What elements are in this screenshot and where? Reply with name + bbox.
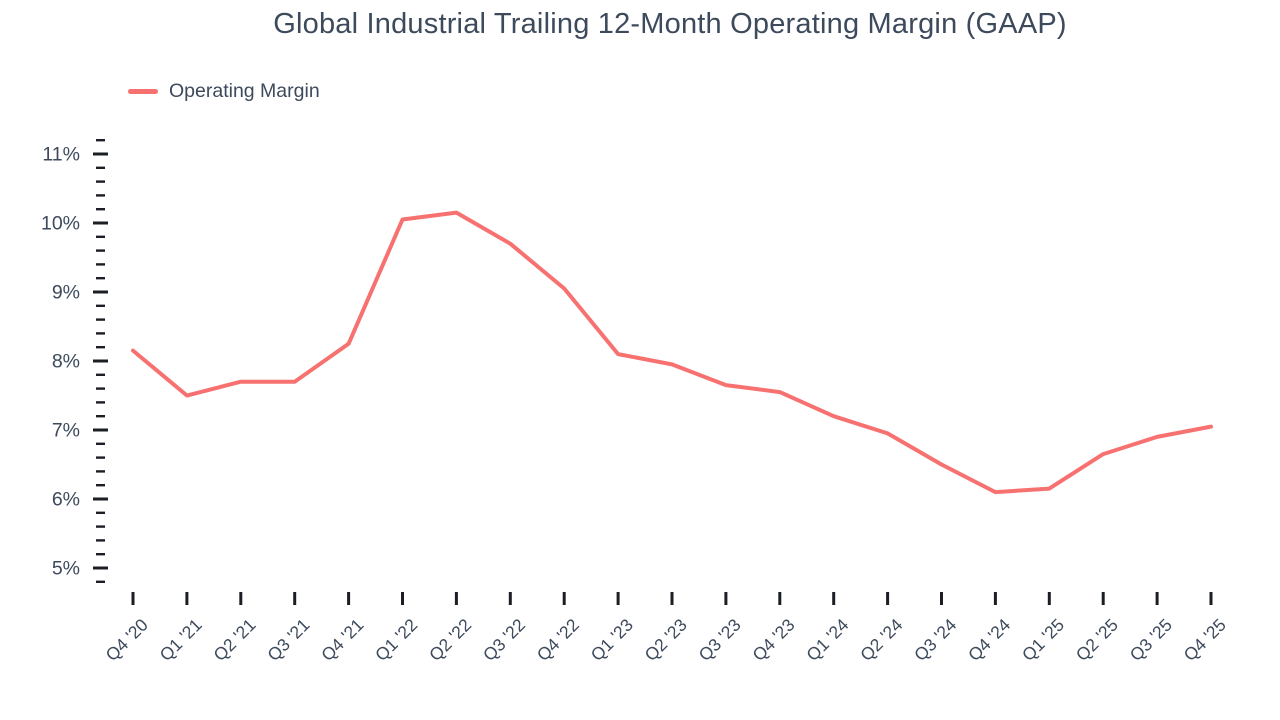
x-axis-label: Q4 '24 xyxy=(964,614,1014,664)
legend: Operating Margin xyxy=(128,80,320,103)
x-axis-label: Q1 '21 xyxy=(156,615,206,665)
x-axis-label: Q2 '25 xyxy=(1072,615,1122,665)
x-axis-label: Q2 '22 xyxy=(425,615,475,665)
y-axis-label: 5% xyxy=(52,558,80,580)
chart-title: Global Industrial Trailing 12-Month Oper… xyxy=(273,8,1067,40)
x-axis-label: Q2 '21 xyxy=(209,615,259,665)
x-axis-label: Q1 '22 xyxy=(371,615,421,665)
x-axis-label: Q4 '21 xyxy=(317,615,367,665)
x-axis-label: Q3 '24 xyxy=(910,614,960,664)
x-axis-label: Q3 '25 xyxy=(1126,615,1176,665)
x-axis-label: Q3 '23 xyxy=(695,615,745,665)
x-axis-label: Q3 '22 xyxy=(479,615,529,665)
y-axis-label: 7% xyxy=(52,420,80,442)
x-axis-label: Q4 '22 xyxy=(533,615,583,665)
x-axis-label: Q1 '24 xyxy=(802,614,852,664)
legend-label: Operating Margin xyxy=(169,80,320,102)
legend-line-swatch xyxy=(128,89,158,94)
x-axis-label: Q2 '23 xyxy=(641,615,691,665)
y-axis-label: 9% xyxy=(52,282,80,304)
x-axis-label: Q4 '25 xyxy=(1180,615,1230,665)
x-axis-label: Q4 '23 xyxy=(748,615,798,665)
x-axis-label: Q4 '20 xyxy=(102,614,152,664)
x-axis-label: Q1 '23 xyxy=(587,615,637,665)
y-axis-label: 11% xyxy=(42,144,80,166)
y-axis-label: 8% xyxy=(52,351,80,373)
x-axis-label: Q1 '25 xyxy=(1018,615,1068,665)
x-axis-label: Q3 '21 xyxy=(263,615,313,665)
x-axis-label: Q2 '24 xyxy=(856,614,906,664)
y-axis-label: 6% xyxy=(52,489,80,511)
y-axis-label: 10% xyxy=(41,213,80,235)
operating-margin-line xyxy=(131,210,1213,495)
